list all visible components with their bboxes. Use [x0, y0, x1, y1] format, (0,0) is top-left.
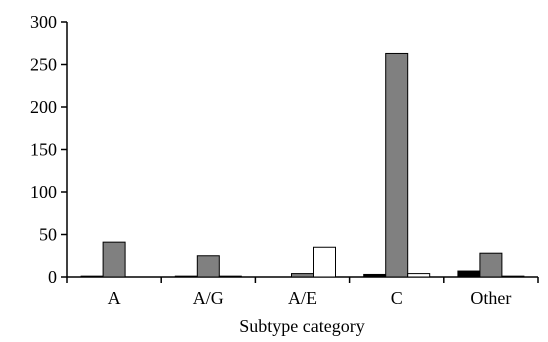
y-axis-ticks: 0 50 100 150 200 250 300: [30, 12, 67, 287]
x-tick-label: Other: [470, 288, 511, 308]
bar-a-series-2: [102, 241, 126, 278]
x-tick-label: A/G: [193, 288, 224, 308]
y-tick-label: 300: [30, 12, 57, 32]
bar-c-series-1: [363, 273, 387, 278]
y-tick-label: 200: [30, 97, 57, 117]
axes: [66, 22, 538, 278]
y-tick-label: 150: [30, 140, 57, 160]
y-tick-label: 0: [48, 267, 57, 287]
x-axis-ticks: A A/G A/E C Other: [66, 277, 539, 308]
bar-other-series-3: [501, 275, 525, 278]
bar-a-g-series-1: [174, 275, 198, 278]
bar-a-e-series-3: [313, 246, 336, 278]
x-tick-label: A: [108, 288, 121, 308]
bar-other-series-2: [479, 252, 503, 278]
x-tick-label: A/E: [288, 288, 317, 308]
y-tick-label: 100: [30, 182, 57, 202]
x-axis-title: Subtype category: [239, 316, 364, 336]
y-tick-label: 250: [30, 55, 57, 75]
bar-a-series-1: [80, 275, 104, 278]
bars: [80, 52, 525, 278]
bar-other-series-1: [457, 270, 481, 278]
bar-c-series-3: [407, 273, 431, 278]
bar-c-series-2: [385, 52, 409, 278]
bar-a-g-series-2: [196, 255, 220, 278]
y-tick-label: 50: [39, 225, 57, 245]
bar-a-e-series-2: [291, 273, 314, 278]
bar-a-g-series-3: [218, 275, 242, 278]
x-tick-label: C: [391, 288, 403, 308]
